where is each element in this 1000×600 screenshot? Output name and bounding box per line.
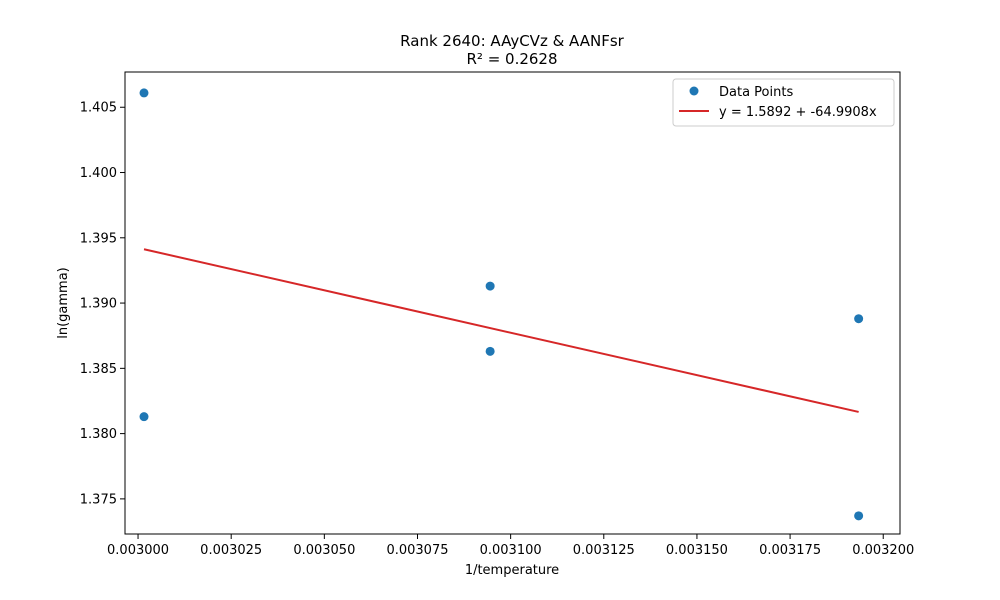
x-tick-label: 0.003075	[386, 543, 448, 558]
y-tick-label: 1.380	[80, 427, 117, 442]
y-tick-label: 1.400	[80, 166, 117, 181]
x-tick-label: 0.003000	[107, 543, 169, 558]
y-tick-label: 1.390	[80, 297, 117, 312]
data-point	[854, 511, 864, 521]
y-tick-label: 1.385	[80, 362, 117, 377]
fit-line	[143, 248, 859, 413]
legend-label-fit-line: y = 1.5892 + -64.9908x	[719, 105, 877, 120]
legend-label-data-points: Data Points	[719, 85, 793, 100]
data-point	[139, 412, 149, 422]
x-axis: 0.003000 0.003025 0.003050 0.003075 0.003100…	[107, 534, 914, 558]
data-point	[139, 88, 149, 98]
y-tick-label: 1.405	[80, 101, 117, 116]
x-tick-label: 0.003150	[666, 543, 728, 558]
data-point	[485, 281, 495, 291]
x-tick-label: 0.003125	[573, 543, 635, 558]
legend-box	[672, 78, 895, 127]
y-tick-label: 1.375	[80, 492, 117, 507]
x-tick-label: 0.003025	[200, 543, 262, 558]
legend: Data Points y = 1.5892 + -64.9908x	[672, 78, 895, 127]
chart-title: Rank 2640: AAyCVz & AANFsr	[400, 32, 624, 50]
plot-area	[139, 88, 864, 521]
x-axis-label: 1/temperature	[465, 563, 559, 578]
y-axis: 1.375 1.380 1.385 1.390 1.395 1.400 1.405	[80, 101, 125, 507]
x-tick-label: 0.003200	[852, 543, 914, 558]
x-tick-label: 0.003175	[759, 543, 821, 558]
x-tick-label: 0.003100	[480, 543, 542, 558]
data-point	[854, 314, 864, 324]
y-axis-label: ln(gamma)	[56, 267, 71, 339]
chart-subtitle: R² = 0.2628	[466, 50, 557, 68]
plot-frame	[124, 71, 901, 535]
data-point	[485, 346, 495, 356]
y-tick-label: 1.395	[80, 231, 117, 246]
x-tick-label: 0.003050	[293, 543, 355, 558]
legend-marker-scatter	[689, 86, 699, 96]
